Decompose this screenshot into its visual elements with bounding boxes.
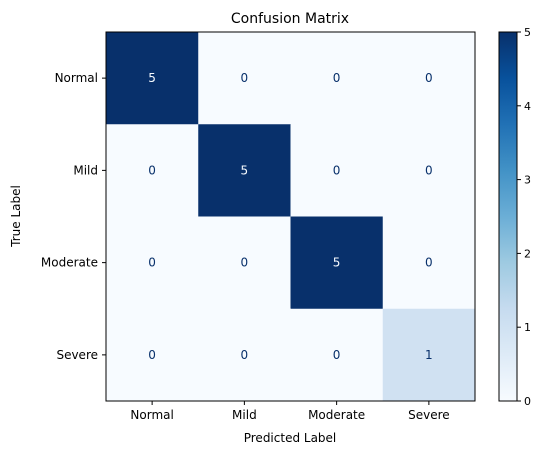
y-tick-label: Mild [73, 163, 98, 177]
heatmap-cell [382, 308, 476, 402]
y-tick-label: Moderate [41, 256, 98, 270]
heatmap-cell [198, 216, 291, 310]
chart-title: Confusion Matrix [231, 11, 349, 27]
plot-frame [105, 31, 476, 402]
heatmap-cell [106, 124, 199, 217]
heatmap-cell [198, 308, 291, 402]
cell-value-label: 0 [148, 256, 156, 270]
cell-value-label: 5 [241, 163, 249, 177]
heatmap-cell [290, 308, 384, 402]
cell-value-label: 0 [241, 256, 249, 270]
cell-value-label: 5 [148, 71, 156, 85]
colorbar-tick-label: 3 [524, 174, 531, 187]
x-tick-label: Severe [408, 408, 450, 422]
heatmap-cell [290, 124, 384, 217]
cell-value-label: 0 [425, 71, 433, 85]
colorbar [498, 31, 518, 402]
colorbar-tick-label: 2 [524, 247, 531, 260]
heatmap-cell [106, 216, 199, 310]
y-tick-label: Normal [55, 71, 98, 85]
colorbar-tick-label: 5 [524, 26, 531, 39]
heatmap-cell-labels: 5 0 0 0 0 5 0 0 0 0 5 0 0 0 0 1 [148, 71, 432, 362]
x-axis-label: Predicted Label [244, 431, 337, 445]
x-tick-label: Mild [232, 408, 257, 422]
cell-value-label: 0 [425, 256, 433, 270]
heatmap-cell [106, 32, 199, 125]
x-axis-ticks: Normal Mild Moderate Severe [130, 401, 450, 422]
heatmap-cells [106, 32, 476, 402]
colorbar-tick-label: 4 [524, 100, 531, 113]
x-tick-label: Moderate [308, 408, 365, 422]
heatmap-cell [106, 308, 199, 402]
colorbar-tick-label: 1 [524, 321, 531, 334]
cell-value-label: 1 [425, 348, 433, 362]
heatmap-cell [198, 32, 291, 125]
cell-value-label: 0 [148, 348, 156, 362]
y-axis-ticks: Normal Mild Moderate Severe [41, 71, 106, 362]
heatmap-cell [382, 32, 476, 125]
cell-value-label: 0 [241, 348, 249, 362]
cell-value-label: 0 [241, 71, 249, 85]
colorbar-tick-label: 0 [524, 395, 531, 408]
colorbar-ticks: 0 1 2 3 4 5 [517, 26, 531, 408]
cell-value-label: 0 [425, 163, 433, 177]
heatmap-cell [198, 124, 291, 217]
cell-value-label: 0 [333, 163, 341, 177]
cell-value-label: 0 [333, 71, 341, 85]
cell-value-label: 0 [148, 163, 156, 177]
y-axis-label: True Label [9, 185, 23, 248]
x-tick-label: Normal [130, 408, 173, 422]
cell-value-label: 5 [333, 256, 341, 270]
heatmap-cell [290, 32, 384, 125]
heatmap-cell [382, 216, 476, 310]
y-tick-label: Severe [56, 348, 98, 362]
heatmap-cell [290, 216, 384, 310]
cell-value-label: 0 [333, 348, 341, 362]
heatmap-cell [382, 124, 476, 217]
